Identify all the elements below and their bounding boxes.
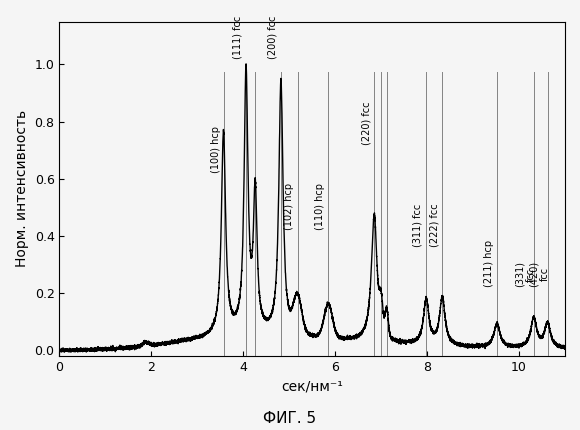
Text: (211) hcp: (211) hcp xyxy=(484,240,494,288)
Text: (111) fcc: (111) fcc xyxy=(233,15,243,59)
Text: (110) hcp: (110) hcp xyxy=(315,183,325,230)
X-axis label: сек/нм⁻¹: сек/нм⁻¹ xyxy=(281,380,343,393)
Text: (102) hcp: (102) hcp xyxy=(284,183,294,230)
Y-axis label: Норм. интенсивность: Норм. интенсивность xyxy=(15,110,29,267)
Text: (222) fcc: (222) fcc xyxy=(429,204,439,247)
Text: (311) fcc: (311) fcc xyxy=(413,204,423,247)
Text: (200) fcc: (200) fcc xyxy=(268,15,278,59)
Text: (420)
fcc: (420) fcc xyxy=(529,261,550,288)
Text: (331)
fcc: (331) fcc xyxy=(515,261,536,288)
Text: (220) fcc: (220) fcc xyxy=(361,101,371,144)
Text: ФИГ. 5: ФИГ. 5 xyxy=(263,411,317,426)
Text: (100) hcp: (100) hcp xyxy=(211,126,220,173)
